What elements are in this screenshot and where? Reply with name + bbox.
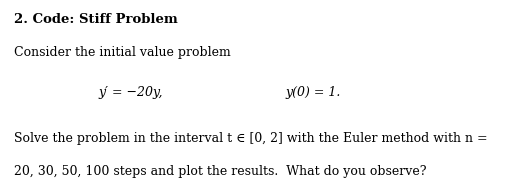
Text: 2. Code: Stiff Problem: 2. Code: Stiff Problem [15,13,178,26]
Text: y′ = −20y,: y′ = −20y, [99,86,163,99]
Text: 20, 30, 50, 100 steps and plot the results.  What do you observe?: 20, 30, 50, 100 steps and plot the resul… [15,165,427,178]
Text: Solve the problem in the interval t ∈ [0, 2] with the Euler method with n =: Solve the problem in the interval t ∈ [0… [15,132,488,145]
Text: Consider the initial value problem: Consider the initial value problem [15,46,231,59]
Text: y(0) = 1.: y(0) = 1. [285,86,340,99]
